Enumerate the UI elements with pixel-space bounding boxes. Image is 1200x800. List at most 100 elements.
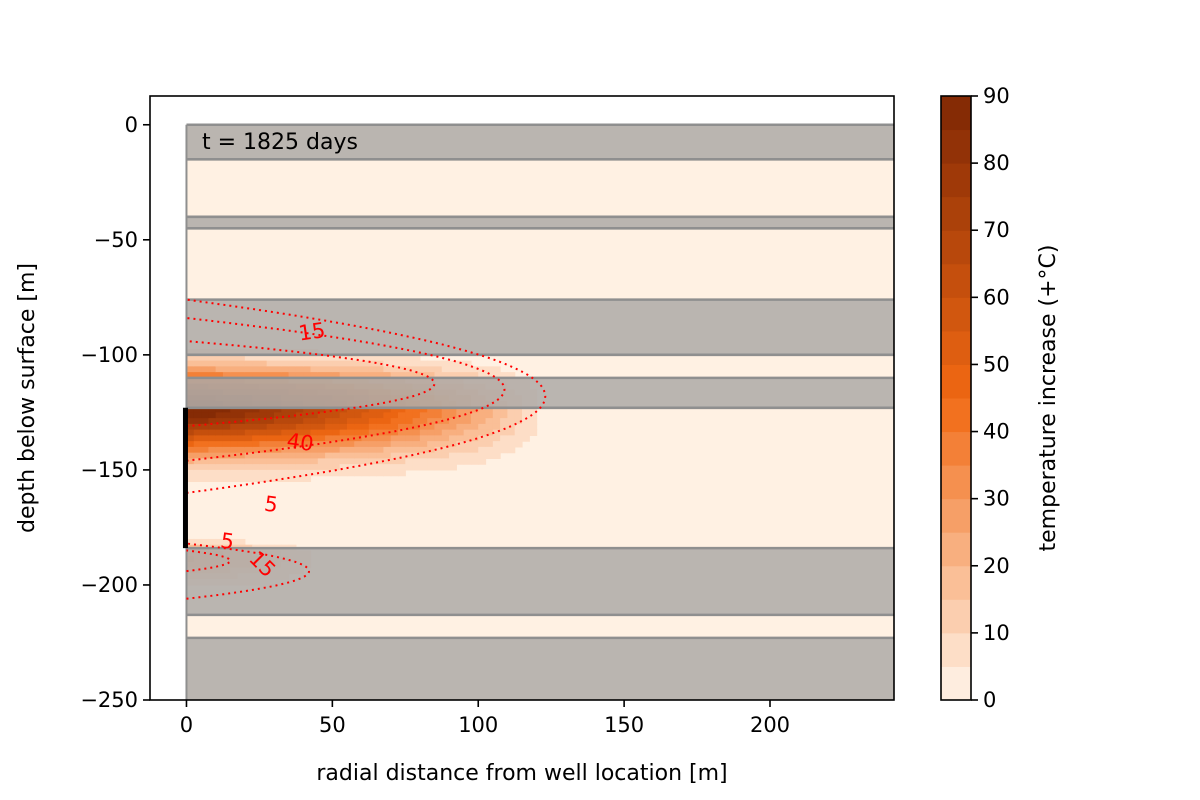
temperature-cell — [252, 354, 261, 362]
temperature-cell — [478, 366, 487, 373]
temperature-cell — [419, 452, 428, 459]
temperature-cell — [201, 366, 209, 373]
colorbar-band — [941, 599, 971, 634]
temperature-cell — [288, 366, 297, 373]
temperature-cell — [201, 446, 209, 454]
temperature-cell — [259, 429, 268, 436]
temperature-cell — [201, 372, 209, 379]
temperature-cell — [193, 418, 202, 425]
colorbar-tick-label: 10 — [983, 621, 1010, 645]
temperature-cell — [398, 360, 406, 367]
temperature-cell — [274, 452, 282, 459]
temperature-cell — [427, 372, 436, 379]
temperature-cell — [383, 360, 392, 367]
temperature-cell — [201, 435, 209, 442]
temperature-cell — [398, 429, 406, 436]
temperature-cell — [274, 418, 282, 425]
temperature-cell — [361, 452, 370, 459]
temperature-cell — [376, 446, 385, 454]
temperature-cell — [215, 423, 224, 431]
colorbar-band — [941, 431, 971, 466]
temperature-cell — [368, 435, 377, 442]
contour-line-5 — [186, 542, 311, 600]
temperature-cell — [208, 366, 217, 373]
temperature-cell — [376, 452, 385, 459]
temperature-cell — [244, 446, 253, 454]
temperature-cell — [237, 360, 246, 367]
temperature-cell — [441, 441, 450, 448]
temperature-cell — [339, 366, 348, 373]
temperature-cell — [230, 360, 239, 367]
colorbar-band — [941, 498, 971, 533]
temperature-cell — [281, 418, 290, 425]
temperature-cell — [419, 412, 428, 419]
temperature-cell — [222, 354, 231, 362]
temperature-cell — [449, 446, 457, 454]
y-axis: 0 −50 −100 −150 −200 −250 — [80, 113, 150, 712]
layer-boundaries — [185, 123, 894, 700]
temperature-cell — [390, 429, 399, 436]
temperature-cell — [478, 452, 487, 459]
temperature-cell — [215, 354, 224, 362]
temperature-cell — [383, 446, 392, 454]
contour-line-40 — [186, 340, 436, 428]
temperature-cell — [193, 435, 202, 442]
temperature-cell — [252, 464, 261, 471]
temperature-cell — [427, 360, 436, 367]
y-tick-label: −50 — [94, 228, 138, 252]
temperature-cell — [441, 452, 450, 459]
temperature-cell — [463, 429, 472, 436]
temperature-cell — [398, 441, 406, 448]
temperature-cell — [208, 372, 217, 379]
colorbar-tick-label: 50 — [983, 352, 1010, 376]
temperature-cell — [470, 366, 479, 373]
temperature-cell — [434, 446, 443, 454]
temperature-cell — [259, 360, 268, 367]
temperature-cell — [295, 412, 304, 419]
temperature-cell — [492, 366, 501, 373]
temperature-cell — [463, 412, 472, 419]
temperature-cell — [441, 372, 450, 379]
temperature-cell — [354, 418, 363, 425]
temperature-cell — [252, 452, 261, 459]
temperature-cell — [222, 441, 231, 448]
temperature-cell — [281, 429, 290, 436]
temperature-cell — [383, 366, 392, 373]
temperature-cell — [390, 360, 399, 367]
temperature-cell — [449, 366, 457, 373]
temperature-cell — [259, 441, 268, 448]
temperature-cell — [361, 441, 370, 448]
temperature-cell — [303, 446, 312, 454]
temperature-cell — [230, 475, 239, 483]
temperature-cell — [288, 435, 297, 442]
temperature-cell — [419, 360, 428, 367]
temperature-cell — [463, 360, 472, 367]
temperature-cell — [186, 354, 195, 362]
temperature-cell — [208, 452, 217, 459]
temperature-cell — [244, 469, 253, 477]
temperature-cell — [230, 469, 239, 477]
temperature-cell — [346, 372, 355, 379]
temperature-cell — [419, 458, 428, 465]
temperature-cell — [492, 412, 501, 419]
temperature-cell — [208, 412, 217, 419]
temperature-cell — [222, 435, 231, 442]
aquitard-layer-10 — [186, 637, 894, 700]
temperature-cell — [419, 435, 428, 442]
aquitard-layer-0 — [186, 124, 894, 160]
temperature-cell — [295, 446, 304, 454]
temperature-cell — [281, 469, 290, 477]
temperature-cell — [376, 423, 385, 431]
temperature-cell — [310, 418, 319, 425]
temperature-cell — [354, 360, 363, 367]
temperature-cell — [325, 423, 333, 431]
temperature-cell — [193, 452, 202, 459]
temperature-cell — [266, 458, 275, 465]
temperature-cell — [419, 418, 428, 425]
temperature-cell — [441, 418, 450, 425]
temperature-cell — [346, 406, 355, 413]
colorbar-band — [941, 666, 971, 701]
temperature-cell — [332, 418, 341, 425]
temperature-cell — [427, 446, 436, 454]
temperature-cell — [456, 452, 465, 459]
